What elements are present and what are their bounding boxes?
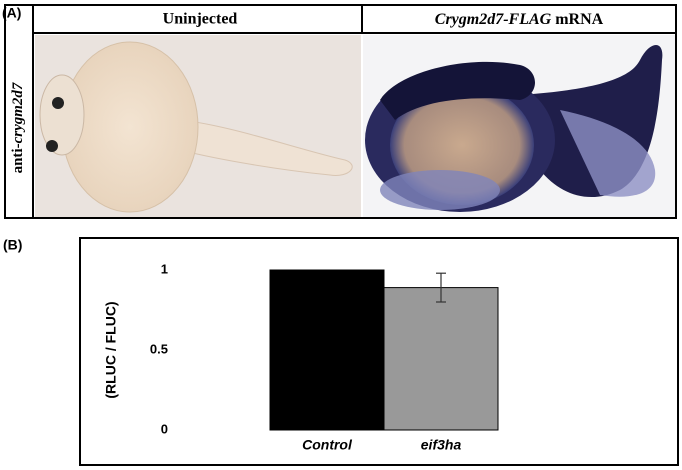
row-label: anti-crygm2d7 xyxy=(10,82,26,173)
chart-frame xyxy=(79,237,679,466)
bar xyxy=(269,269,385,431)
column-title: Uninjected xyxy=(163,11,238,28)
panel-label: (A) xyxy=(2,5,21,21)
y-tick-label: 1 xyxy=(161,261,168,276)
y-tick-label: 0 xyxy=(161,421,168,436)
bar xyxy=(383,287,499,431)
panel-label: (B) xyxy=(3,237,22,253)
x-tick-label: eif3ha xyxy=(421,437,462,453)
image-uninjected xyxy=(35,35,361,217)
row-label-italic: crygm2d7 xyxy=(10,82,26,143)
y-tick-label: 0.5 xyxy=(150,341,168,356)
error-bar xyxy=(436,272,446,303)
title-rest: mRNA xyxy=(551,11,603,28)
title-italic: Crygm2d7-FLAG xyxy=(435,11,552,28)
header-cell xyxy=(361,4,677,34)
column-title: Crygm2d7-FLAG mRNA xyxy=(435,11,604,28)
image-injected xyxy=(363,35,675,217)
y-axis-label: (RLUC / FLUC) xyxy=(103,301,119,398)
plot: 0 0.5 1 Control eif3ha xyxy=(150,261,499,453)
row-label-prefix: anti- xyxy=(10,143,26,173)
x-tick-label: Control xyxy=(302,437,353,453)
